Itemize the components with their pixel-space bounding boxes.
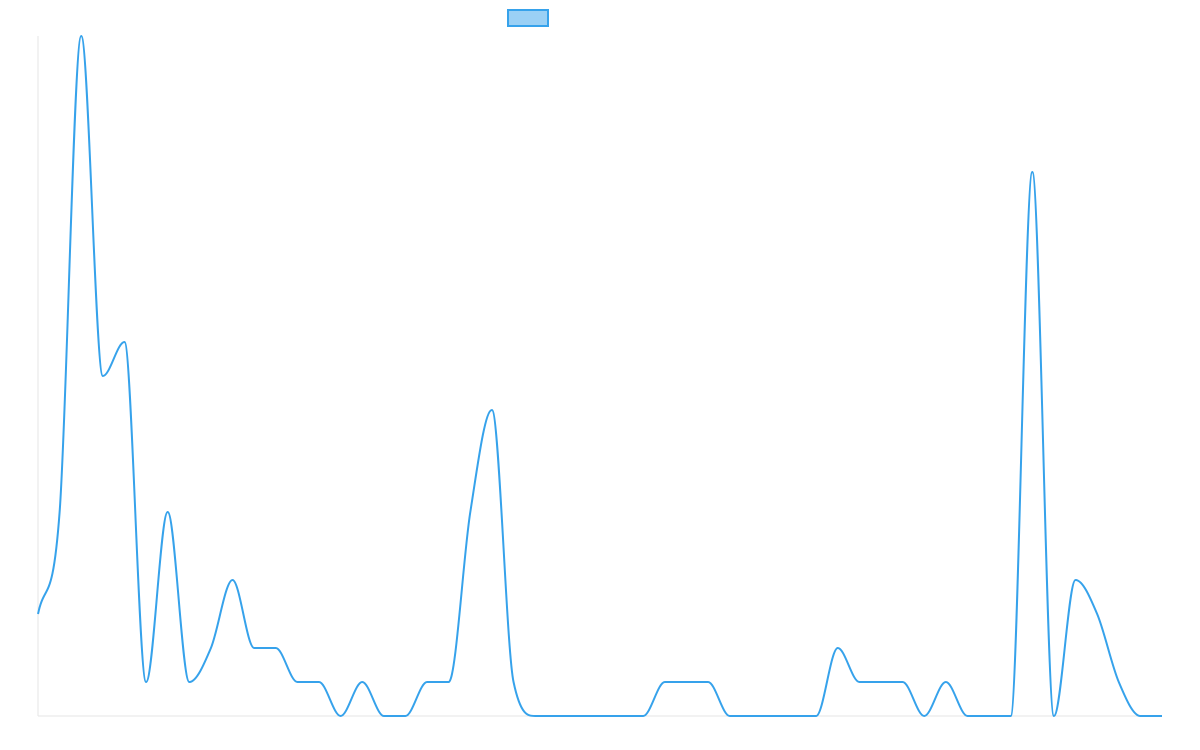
data-point[interactable] xyxy=(683,679,689,685)
data-point[interactable] xyxy=(597,713,603,719)
series-layer xyxy=(35,33,1165,719)
data-point[interactable] xyxy=(273,645,279,651)
data-point[interactable] xyxy=(359,679,365,685)
data-point[interactable] xyxy=(186,679,192,685)
data-point[interactable] xyxy=(1029,169,1035,175)
data-point[interactable] xyxy=(856,679,862,685)
data-point[interactable] xyxy=(35,611,41,617)
data-point[interactable] xyxy=(964,713,970,719)
data-point[interactable] xyxy=(835,645,841,651)
data-point[interactable] xyxy=(165,509,171,515)
data-point[interactable] xyxy=(1137,713,1143,719)
data-point[interactable] xyxy=(662,679,668,685)
data-point[interactable] xyxy=(1073,577,1079,583)
data-point[interactable] xyxy=(813,713,819,719)
data-point[interactable] xyxy=(78,33,84,39)
data-point[interactable] xyxy=(467,509,473,515)
data-point[interactable] xyxy=(294,679,300,685)
data-point[interactable] xyxy=(770,713,776,719)
data-point[interactable] xyxy=(230,577,236,583)
data-point[interactable] xyxy=(921,713,927,719)
data-point[interactable] xyxy=(554,713,560,719)
data-point[interactable] xyxy=(575,713,581,719)
data-point[interactable] xyxy=(705,679,711,685)
legend[interactable] xyxy=(507,9,549,27)
axes xyxy=(37,36,1162,717)
data-point[interactable] xyxy=(748,713,754,719)
data-point[interactable] xyxy=(208,645,214,651)
data-point[interactable] xyxy=(143,679,149,685)
data-point[interactable] xyxy=(640,713,646,719)
data-point[interactable] xyxy=(121,339,127,345)
series-line xyxy=(37,35,1162,717)
data-point[interactable] xyxy=(1008,713,1014,719)
data-point[interactable] xyxy=(251,645,257,651)
data-point[interactable] xyxy=(792,713,798,719)
data-point[interactable] xyxy=(511,679,517,685)
data-point[interactable] xyxy=(532,713,538,719)
data-point[interactable] xyxy=(57,509,63,515)
data-point[interactable] xyxy=(943,679,949,685)
data-point[interactable] xyxy=(100,373,106,379)
data-point[interactable] xyxy=(402,713,408,719)
data-point[interactable] xyxy=(878,679,884,685)
data-point[interactable] xyxy=(986,713,992,719)
data-point[interactable] xyxy=(381,713,387,719)
data-point[interactable] xyxy=(1051,713,1057,719)
legend-swatch[interactable] xyxy=(507,9,549,27)
data-point[interactable] xyxy=(900,679,906,685)
data-point[interactable] xyxy=(727,713,733,719)
data-point[interactable] xyxy=(1116,679,1122,685)
data-point[interactable] xyxy=(424,679,430,685)
data-point[interactable] xyxy=(619,713,625,719)
data-point[interactable] xyxy=(316,679,322,685)
data-point[interactable] xyxy=(1159,713,1165,719)
data-point[interactable] xyxy=(1094,611,1100,617)
data-point[interactable] xyxy=(489,407,495,413)
data-point[interactable] xyxy=(446,679,452,685)
data-point[interactable] xyxy=(338,713,344,719)
